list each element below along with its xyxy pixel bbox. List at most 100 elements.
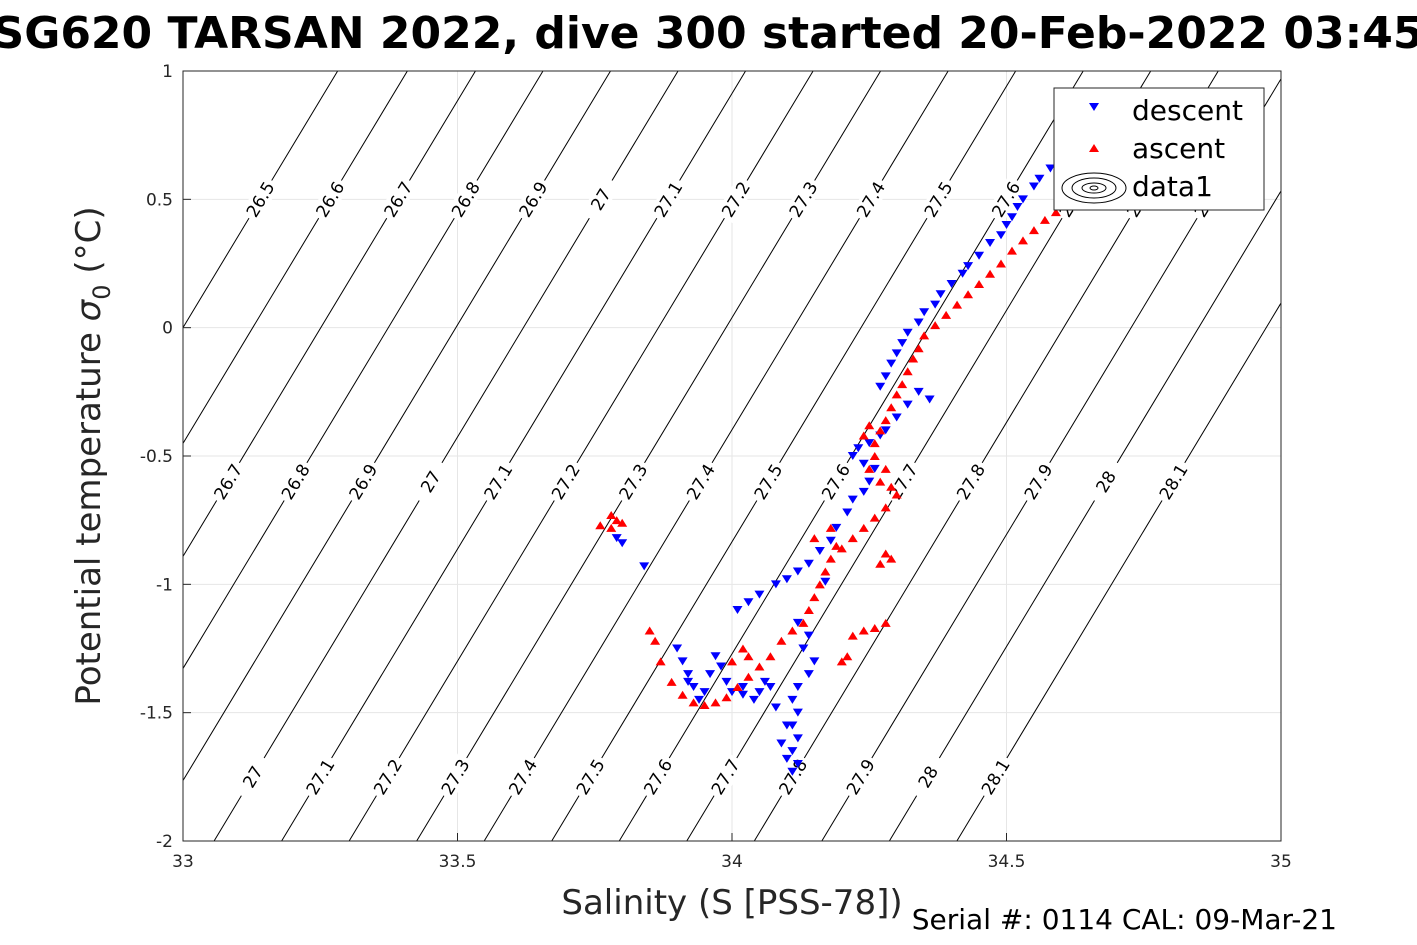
isopycnal-label-bg <box>850 175 891 224</box>
ascent-point <box>858 523 869 532</box>
descent-point <box>1017 195 1028 204</box>
ascent-point <box>836 657 847 666</box>
descent-point <box>781 575 792 584</box>
descent-point <box>864 439 875 448</box>
ascent-point <box>864 464 875 473</box>
ascent-point <box>886 403 897 412</box>
ascent-point <box>908 354 919 363</box>
isopycnal-label-bg <box>435 752 476 801</box>
descent-point <box>880 372 891 381</box>
descent-point <box>759 677 770 686</box>
ascent-point <box>880 618 891 627</box>
ascent-point <box>732 683 743 691</box>
ascent-point <box>1006 246 1017 255</box>
descent-point <box>737 690 748 699</box>
ascent-point <box>941 310 952 319</box>
ascent-point <box>842 652 853 661</box>
descent-point <box>891 413 902 422</box>
descent-point <box>737 683 748 691</box>
descent-point <box>814 546 825 555</box>
descent-point <box>886 359 897 368</box>
isopycnal-label-bg <box>985 175 1026 224</box>
ascent-point <box>677 690 688 699</box>
descent-point <box>754 590 765 599</box>
isopycnal-line <box>182 70 408 444</box>
descent-point <box>716 662 727 671</box>
descent-point <box>765 683 776 691</box>
isopycnal-label-bg <box>208 457 248 506</box>
legend-contour-icon <box>1061 172 1127 204</box>
descent-point <box>787 747 798 756</box>
descent-point <box>902 400 913 409</box>
descent-point <box>825 536 836 545</box>
y-axis-label-unit: (°C) <box>69 206 109 284</box>
descent-point <box>694 695 705 704</box>
x-tick-label: 33.5 <box>439 852 477 872</box>
descent-point <box>864 477 875 486</box>
isopycnal-label-bg <box>918 175 959 224</box>
y-axis-label: Potential temperature σ0 (°C) <box>69 206 116 705</box>
descent-point <box>743 598 754 607</box>
legend-ascent-marker <box>1089 144 1099 152</box>
ascent-point <box>754 662 765 671</box>
ascent-point <box>875 426 886 435</box>
ascent-point <box>858 431 869 440</box>
descent-point <box>770 703 781 712</box>
descent-point <box>919 308 930 317</box>
descent-point <box>611 534 622 543</box>
ascent-point <box>710 698 721 707</box>
isopycnal-label-bg <box>1018 457 1059 506</box>
isopycnal-label-bg <box>908 752 948 801</box>
ascent-point <box>880 464 891 473</box>
ascent-point <box>765 652 776 661</box>
ascent-point <box>897 380 908 389</box>
descent-point <box>677 657 688 666</box>
isopycnal-label-bg <box>513 175 554 224</box>
isopycnal-label-bg <box>570 752 611 801</box>
descent-point <box>699 688 710 697</box>
ascent-point <box>836 544 847 553</box>
y-axis-label-sigma: σ <box>69 298 109 321</box>
isopycnal-label-bg <box>275 457 316 506</box>
ascent-point <box>1017 236 1028 245</box>
descent-point <box>710 652 721 661</box>
descent-point <box>974 251 985 260</box>
descent-point <box>957 269 968 278</box>
isopycnal-label-bg <box>478 457 519 506</box>
isopycnal-label-bg <box>1085 457 1126 506</box>
descent-point <box>754 688 765 697</box>
isopycnal-label-bg <box>378 175 419 224</box>
ascent-point <box>655 657 666 666</box>
ascent-point <box>864 421 875 430</box>
descent-point <box>946 280 957 289</box>
descent-point <box>748 695 759 704</box>
ascent-point <box>776 636 787 645</box>
isopycnal-label-bg <box>637 752 678 801</box>
isopycnal-label-bg <box>648 175 689 224</box>
descent-point <box>842 508 853 517</box>
ascent-point <box>650 636 661 645</box>
ascent-point <box>919 331 930 340</box>
descent-point <box>803 559 814 568</box>
ascent-point <box>1028 226 1039 235</box>
ascent-point <box>858 626 869 635</box>
ascent-point <box>985 269 996 278</box>
x-tick-label: 33 <box>172 852 194 872</box>
descent-point <box>996 231 1007 240</box>
x-axis-label: Salinity (S [PSS-78]) <box>561 883 902 923</box>
ascent-point <box>1050 208 1061 217</box>
x-tick-label: 34 <box>721 852 743 872</box>
descent-point <box>880 426 891 435</box>
isopycnal-label-bg <box>705 752 746 801</box>
ascent-point <box>606 523 617 532</box>
ascent-point <box>869 452 880 460</box>
isopycnal-label-bg <box>815 457 856 506</box>
descent-point <box>798 644 809 653</box>
ascent-point <box>798 618 809 627</box>
descent-point <box>705 670 716 679</box>
legend-ascent-label: ascent <box>1132 132 1225 165</box>
ascent-point <box>847 534 858 543</box>
descent-point <box>732 606 743 614</box>
descent-point <box>1012 203 1023 212</box>
ascent-point <box>1039 215 1050 224</box>
